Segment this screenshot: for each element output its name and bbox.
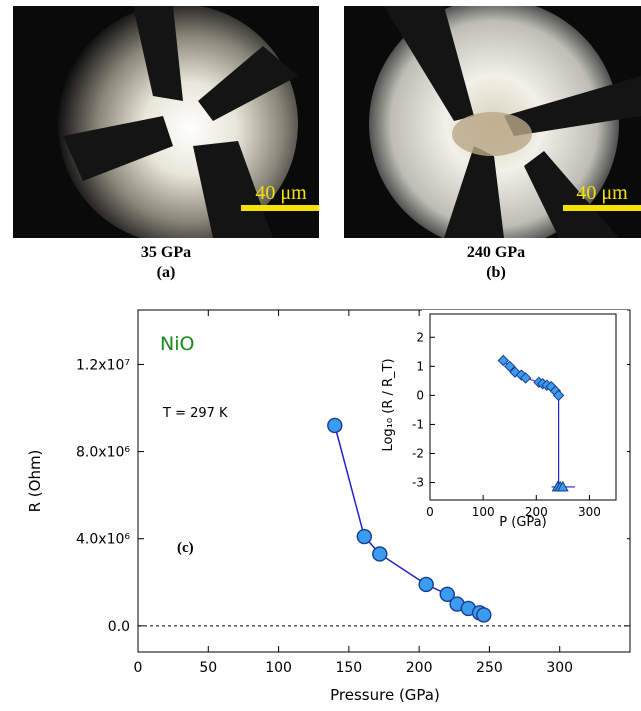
- data-point: [327, 417, 343, 434]
- probe-electrode: [524, 151, 619, 238]
- inset-y-tick-label: -3: [412, 476, 424, 490]
- y-tick-label: 8.0x10⁶: [76, 445, 130, 461]
- panel-label-a: (a): [156, 264, 176, 281]
- data-point: [439, 586, 455, 602]
- inset-y-tick-label: 1: [416, 359, 424, 373]
- scale-bar-label: 40 μm: [255, 182, 307, 204]
- probe-electrode: [384, 6, 474, 121]
- inset-y-axis-label: Log₁₀ (R / R_T): [381, 358, 396, 451]
- inset-x-axis-label: P (GPa): [499, 515, 546, 530]
- sample: [452, 112, 532, 156]
- probe-electrode: [444, 146, 504, 238]
- probe-electrode: [198, 46, 298, 121]
- photo-35gpa: 40 μm: [13, 6, 319, 238]
- resistance-pressure-chart: 0 50 100 150 200 250 300 0.04.0x10⁶8.0x10⁶1.2x…: [26, 309, 631, 704]
- inset-x-tick-label: 100: [472, 505, 495, 519]
- inset-plot-frame: [429, 313, 617, 501]
- temperature-label: T = 297 K: [162, 406, 228, 421]
- y-axis-label: R (Ohm): [26, 450, 44, 513]
- scale-bar-label: 40 μm: [576, 182, 628, 204]
- panel-label-c: (c): [177, 540, 194, 556]
- data-point: [418, 576, 434, 593]
- inset-diamond-point: [552, 389, 565, 402]
- x-tick-label: 0: [134, 660, 143, 676]
- probe-electrode: [63, 116, 173, 181]
- inset-y-tick-label: -1: [412, 417, 424, 431]
- data-point: [372, 546, 388, 562]
- inset-x-tick-label: 200: [525, 505, 548, 519]
- x-tick-label: 100: [265, 660, 292, 676]
- main-plot-frame: [137, 309, 631, 653]
- photo-240gpa: 40 μm: [344, 6, 641, 238]
- scale-bar: [563, 205, 641, 211]
- inset-y-tick-label: -2: [412, 447, 424, 461]
- inset-x-tick-label: 300: [578, 505, 601, 519]
- inset-x-tick-label: 0: [426, 505, 434, 519]
- probe-electrode: [133, 6, 183, 101]
- material-label: NiO: [160, 333, 194, 355]
- x-axis-label: Pressure (GPa): [330, 686, 440, 704]
- x-tick-label: 150: [335, 660, 362, 676]
- x-tick-label: 200: [406, 660, 433, 676]
- y-tick-label: 4.0x10⁶: [76, 532, 130, 548]
- y-tick-label: 1.2x10⁷: [76, 357, 130, 373]
- panel-label-b: (b): [486, 264, 506, 281]
- inset-diamond-point: [504, 360, 516, 373]
- x-tick-label: 300: [546, 660, 573, 676]
- pressure-caption-b: 240 GPa: [466, 244, 526, 261]
- scale-bar: [241, 205, 319, 211]
- probe-electrode: [504, 76, 641, 136]
- y-tick-label: 0.0: [108, 619, 130, 635]
- inset-diamond-point: [519, 372, 532, 384]
- inset-triangle-point: [557, 480, 569, 492]
- inset-y-tick-label: 2: [416, 330, 424, 344]
- x-tick-label: 50: [199, 660, 217, 676]
- x-tick-label: 250: [476, 660, 503, 676]
- inset-y-tick-label: 0: [416, 388, 424, 402]
- data-point: [356, 528, 373, 545]
- pressure-caption-a: 35 GPa: [140, 244, 192, 261]
- probe-electrode: [193, 141, 273, 238]
- data-point: [476, 607, 492, 623]
- inset-diamond-point: [497, 354, 510, 367]
